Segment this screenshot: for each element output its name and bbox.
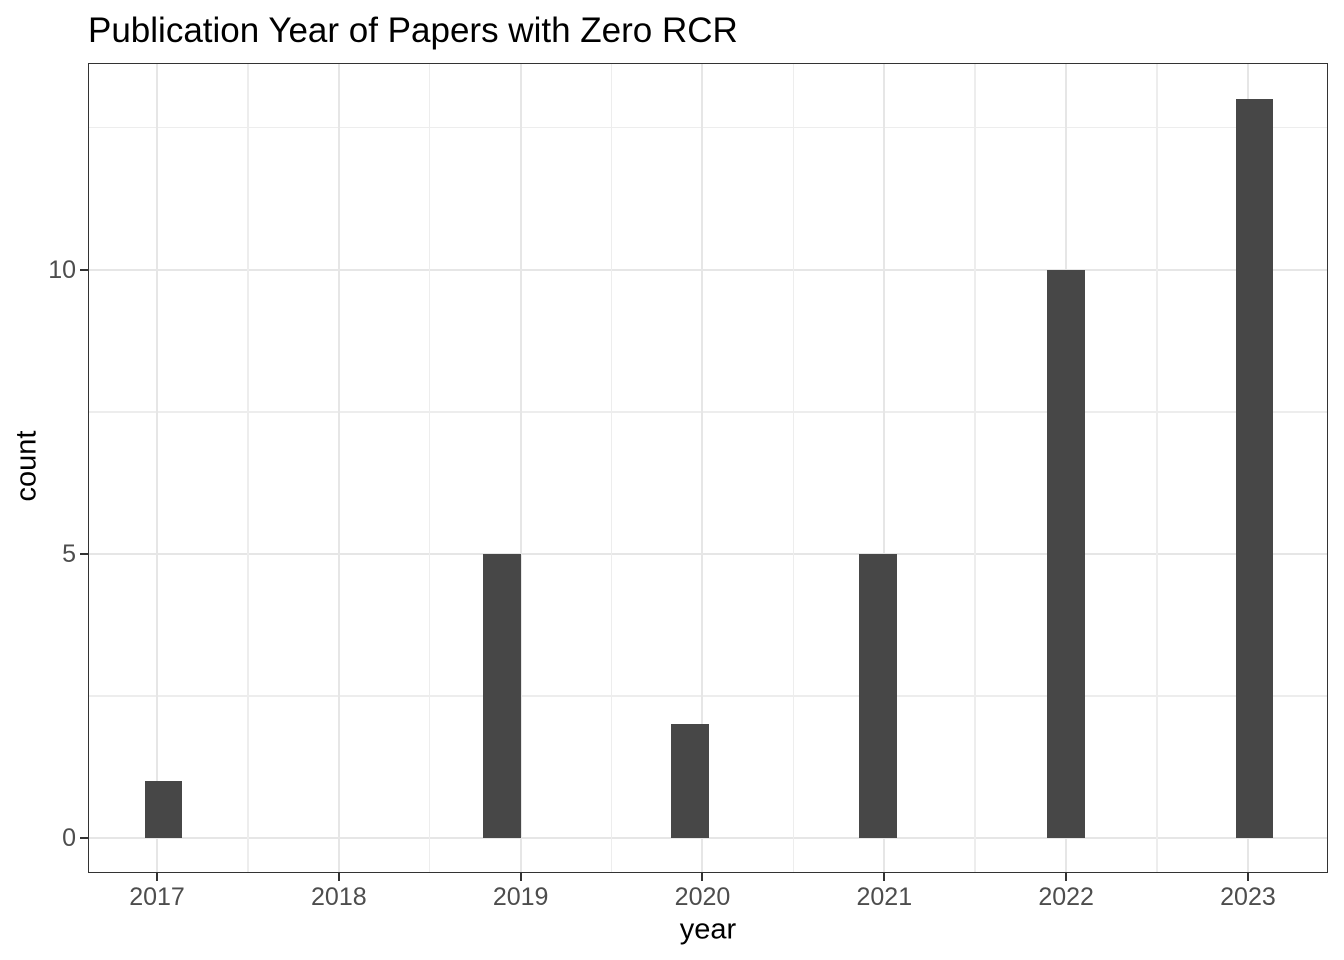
gridline-major-x — [156, 63, 158, 873]
gridline-minor-y — [88, 411, 1328, 413]
gridline-minor-x — [974, 63, 976, 873]
gridline-minor-x — [610, 63, 613, 873]
x-tick-label: 2018 — [311, 883, 367, 911]
x-tick-label: 2023 — [1220, 883, 1276, 911]
x-tick-label: 2021 — [856, 883, 913, 911]
bar-2021 — [859, 553, 897, 838]
x-tick-mark — [519, 873, 522, 881]
gridline-major-x — [701, 63, 704, 873]
gridline-major-x — [337, 63, 340, 873]
x-tick-label: 2020 — [674, 883, 731, 911]
gridline-major-x — [883, 63, 886, 873]
bar-2019 — [483, 553, 521, 838]
x-tick-mark — [1246, 873, 1249, 881]
x-tick-label: 2019 — [492, 883, 549, 911]
x-tick-label: 2017 — [129, 883, 185, 911]
x-tick-mark — [1065, 873, 1068, 881]
x-tick-mark — [337, 873, 340, 881]
gridline-major-x — [519, 63, 522, 873]
gridline-major-y — [88, 837, 1328, 839]
gridline-major-y — [88, 552, 1328, 555]
bar-2020 — [671, 724, 709, 838]
y-axis-title: count — [10, 430, 43, 502]
x-tick-mark — [883, 873, 886, 881]
gridline-minor-x — [428, 63, 431, 873]
y-tick-mark — [80, 268, 88, 271]
x-axis-title: year — [679, 913, 737, 946]
gridline-minor-x — [1156, 63, 1158, 873]
bar-2022 — [1047, 269, 1085, 838]
gridline-minor-y — [88, 126, 1328, 129]
y-tick-mark — [80, 552, 88, 555]
x-tick-label: 2022 — [1038, 883, 1094, 911]
gridline-minor-x — [247, 63, 249, 873]
bar-2023 — [1235, 98, 1274, 838]
y-tick-label: 0 — [62, 824, 76, 852]
y-tick-label: 5 — [62, 539, 76, 568]
y-tick-mark — [80, 837, 88, 839]
chart-title: Publication Year of Papers with Zero RCR — [88, 11, 738, 50]
bar-2017 — [144, 781, 183, 838]
x-tick-mark — [156, 873, 158, 881]
y-tick-label: 10 — [48, 255, 76, 284]
gridline-minor-y — [88, 695, 1328, 697]
gridline-minor-x — [792, 63, 795, 873]
gridline-major-y — [88, 268, 1328, 271]
x-tick-mark — [701, 873, 704, 881]
